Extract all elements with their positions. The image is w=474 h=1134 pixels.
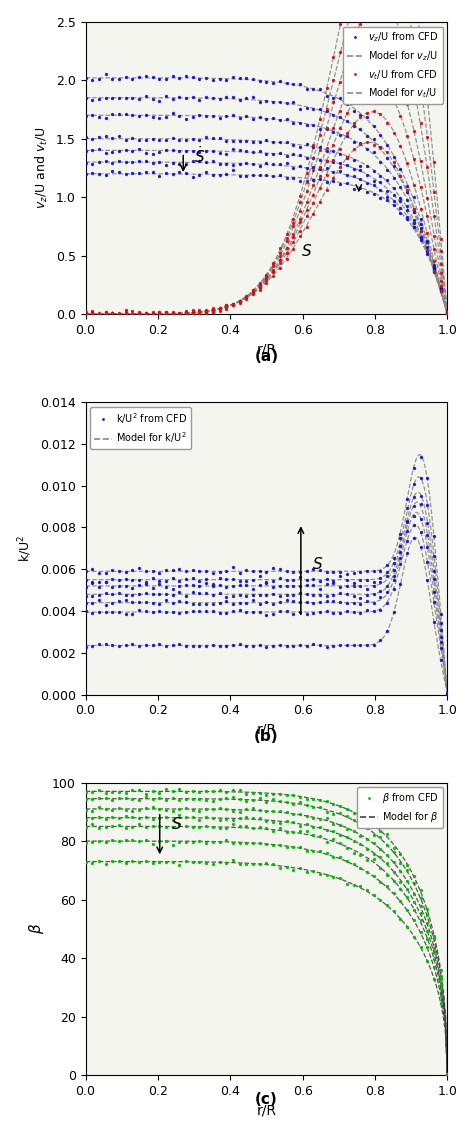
Text: $\dot{S}$: $\dot{S}$ — [194, 145, 205, 167]
Text: $S$: $S$ — [312, 557, 323, 573]
X-axis label: r/R: r/R — [256, 1103, 276, 1117]
Text: $S$: $S$ — [301, 243, 312, 259]
Y-axis label: k/U$^2$: k/U$^2$ — [17, 535, 34, 562]
Y-axis label: $v_z$/U and $v_t$/U: $v_z$/U and $v_t$/U — [34, 127, 50, 209]
Text: (a): (a) — [255, 349, 279, 364]
Text: (c): (c) — [255, 1092, 278, 1107]
Text: $S$: $S$ — [171, 816, 182, 832]
Legend: $v_z$/U from CFD, Model for $v_z$/U, $v_t$/U from CFD, Model for $v_t$/U: $v_z$/U from CFD, Model for $v_z$/U, $v_… — [343, 26, 443, 104]
Legend: $\beta$ from CFD, Model for $\beta$: $\beta$ from CFD, Model for $\beta$ — [356, 787, 443, 828]
X-axis label: r/R: r/R — [256, 342, 276, 356]
X-axis label: r/R: r/R — [256, 722, 276, 737]
Legend: k/U$^2$ from CFD, Model for k/U$^2$: k/U$^2$ from CFD, Model for k/U$^2$ — [91, 407, 191, 449]
Y-axis label: $\beta$: $\beta$ — [27, 923, 46, 934]
Text: (b): (b) — [254, 729, 279, 744]
